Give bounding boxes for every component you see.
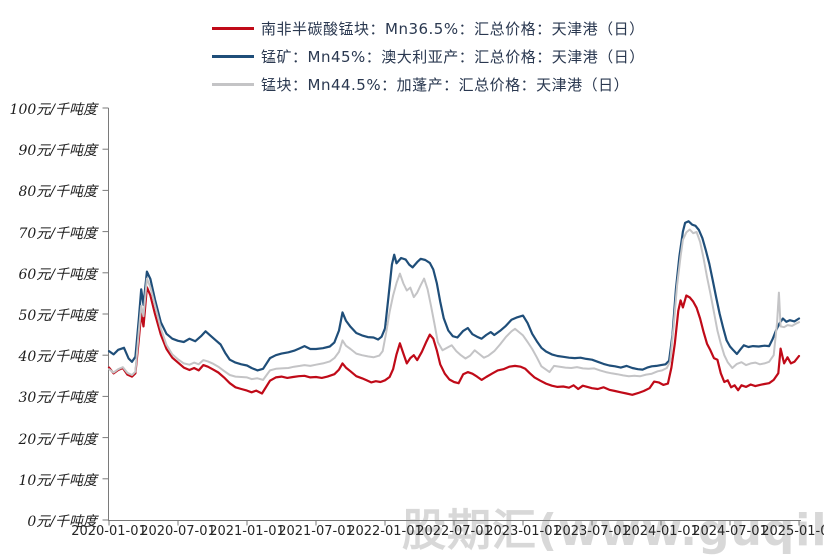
- y-tick-label: 30元/千吨度: [18, 390, 97, 407]
- x-tick-label: 2020-07-01: [140, 524, 216, 539]
- legend-label: 锰矿：Mn45%：澳大利亚产：汇总价格：天津港（日）: [261, 47, 645, 66]
- y-tick-label: 0元/千吨度: [27, 514, 97, 530]
- legend-line-swatch: [212, 26, 254, 30]
- y-tick-label: 20元/千吨度: [18, 431, 97, 448]
- legend-item-2: 锰块：Mn44.5%：加蓬产：汇总价格：天津港（日）: [212, 70, 645, 98]
- legend-item-1: 锰矿：Mn45%：澳大利亚产：汇总价格：天津港（日）: [212, 42, 645, 70]
- x-tick-label: 2021-07-01: [278, 524, 354, 539]
- legend-line-swatch: [212, 82, 254, 86]
- x-tick-label: 2022-01-01: [347, 524, 423, 539]
- chart-legend: 南非半碳酸锰块：Mn36.5%：汇总价格：天津港（日） 锰矿：Mn45%：澳大利亚…: [212, 14, 645, 98]
- legend-line-swatch: [212, 54, 254, 58]
- y-tick-label: 70元/千吨度: [18, 225, 97, 242]
- y-tick-label: 10元/千吨度: [18, 472, 97, 489]
- legend-label: 南非半碳酸锰块：Mn36.5%：汇总价格：天津港（日）: [261, 19, 645, 38]
- x-tick-label: 2022-07-01: [416, 524, 492, 539]
- x-tick-label: 2025-01-01: [761, 524, 824, 539]
- x-tick-label: 2023-01-01: [485, 524, 561, 539]
- legend-label: 锰块：Mn44.5%：加蓬产：汇总价格：天津港（日）: [261, 75, 630, 94]
- y-tick-label: 50元/千吨度: [18, 308, 97, 324]
- series-line-2: [108, 228, 800, 381]
- legend-item-0: 南非半碳酸锰块：Mn36.5%：汇总价格：天津港（日）: [212, 14, 645, 42]
- watermark: 股期汇(www.guqihui.cn): [402, 505, 824, 556]
- x-tick-label: 2024-01-01: [623, 524, 699, 539]
- y-tick-label: 90元/千吨度: [18, 143, 97, 160]
- y-tick-label: 60元/千吨度: [18, 266, 97, 283]
- series-line-1: [107, 220, 801, 372]
- x-tick-label: 2023-07-01: [554, 524, 630, 539]
- x-tick-label: 2021-01-01: [209, 524, 285, 539]
- series-line-0: [107, 286, 801, 396]
- y-tick-label: 100元/千吨度: [9, 102, 97, 118]
- x-tick-label: 2024-07-01: [692, 524, 768, 539]
- y-tick-label: 80元/千吨度: [18, 184, 97, 201]
- y-tick-label: 40元/千吨度: [18, 349, 97, 366]
- x-tick-label: 2020-01-01: [71, 524, 147, 539]
